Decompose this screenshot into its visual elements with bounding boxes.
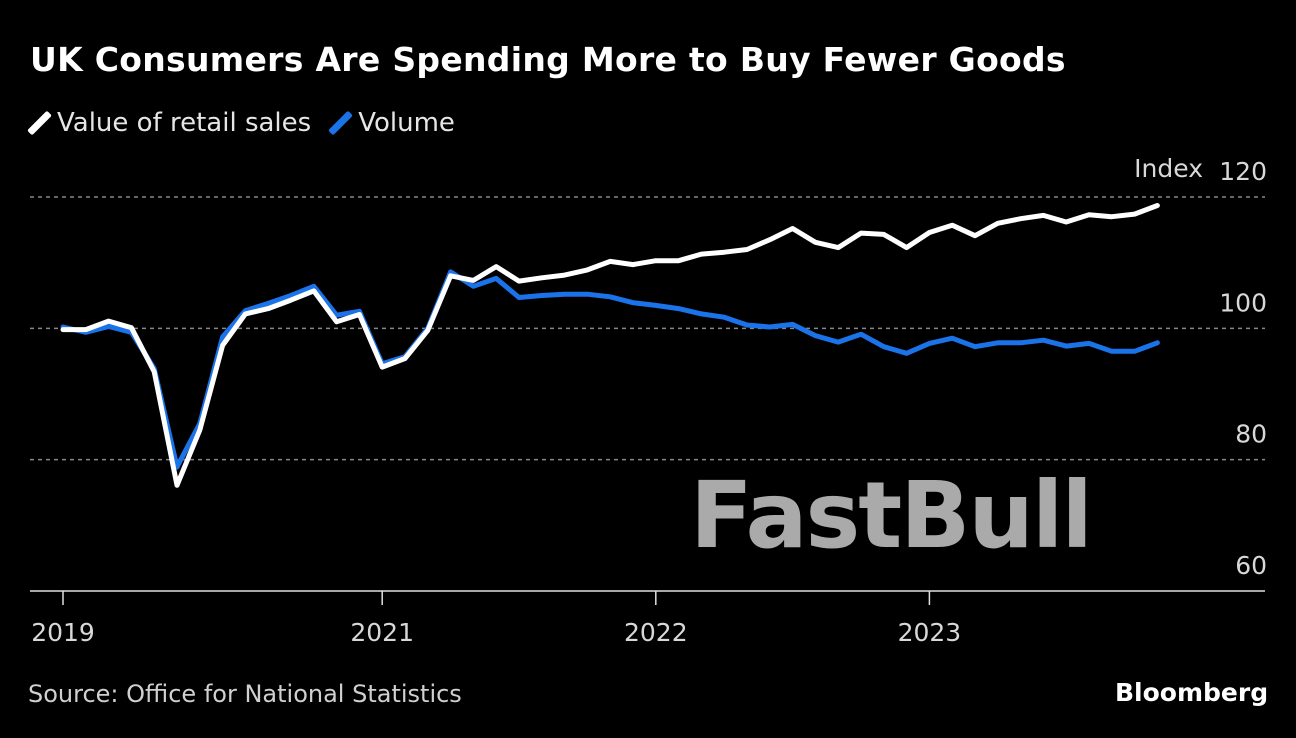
y-tick-label: 80 (1235, 420, 1267, 449)
series-line-volume (60, 269, 1160, 470)
y-tick-label: 100 (1219, 288, 1267, 317)
x-tick-label: 2021 (350, 618, 414, 647)
source-note: Source: Office for National Statistics (28, 680, 462, 708)
chart-title: UK Consumers Are Spending More to Buy Fe… (30, 40, 1066, 79)
legend-item-value: Value of retail sales (27, 108, 312, 138)
series-line-value (60, 203, 1160, 488)
x-tick-label: 2019 (31, 618, 95, 647)
x-tick-label: 2022 (624, 618, 688, 647)
legend-label: Value of retail sales (57, 108, 312, 138)
y-tick-label: 60 (1235, 551, 1267, 580)
x-tick-label: 2023 (898, 618, 962, 647)
bloomberg-logo: Bloomberg (1115, 678, 1269, 707)
legend-swatch-blue-icon (328, 110, 354, 136)
legend-swatch-white-icon (27, 110, 52, 136)
y-tick-label: 120 (1219, 157, 1267, 186)
legend-item-volume: Volume (328, 108, 455, 138)
legend: Value of retail sales Volume (27, 108, 475, 138)
watermark-logo: FastBull (690, 462, 1093, 569)
legend-label: Volume (358, 108, 455, 138)
y-axis-label: Index (1134, 154, 1203, 183)
